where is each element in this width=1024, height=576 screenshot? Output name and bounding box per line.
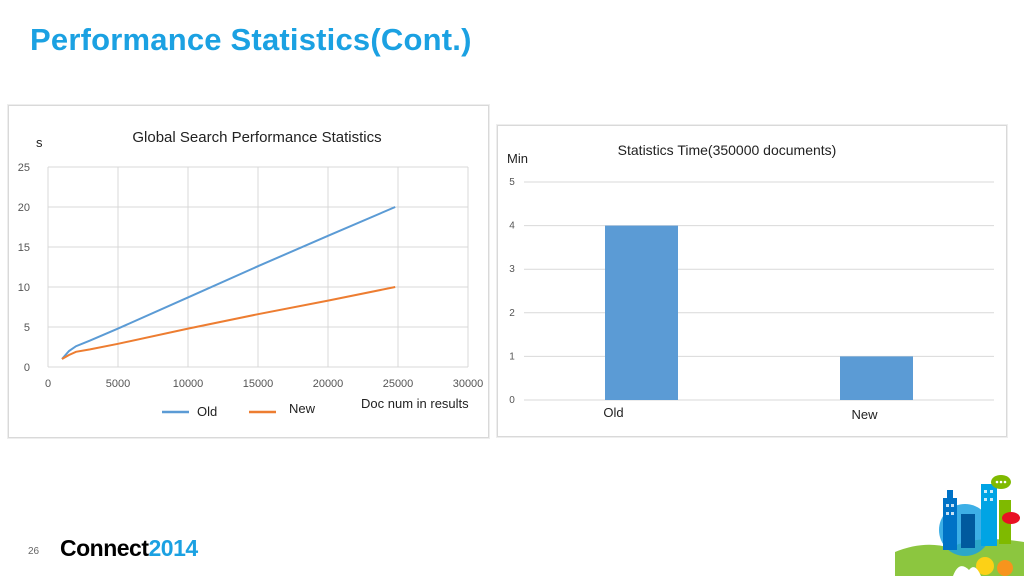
y-tick-label: 0 <box>509 395 515 406</box>
x-tick-label: 20000 <box>313 378 344 390</box>
y-tick-label: 25 <box>18 162 30 174</box>
series-line-new <box>61 286 396 360</box>
y-axis-label: Min <box>507 151 528 166</box>
x-tick-label: 10000 <box>173 378 204 390</box>
series-line-old <box>61 206 396 360</box>
x-tick-label: 5000 <box>106 378 130 390</box>
line-chart-panel: Global Search Performance Statistics s 0 5 1… <box>8 105 489 438</box>
slide-title: Performance Statistics(Cont.) <box>30 22 472 57</box>
legend-label-old: Old <box>197 404 217 419</box>
x-axis-label: Doc num in results <box>361 396 469 411</box>
bar-chart-panel: Statistics Time(350000 documents) Min 0 1 2 3… <box>497 125 1007 437</box>
y-tick-label: 20 <box>18 202 30 214</box>
y-tick-label: 5 <box>509 177 515 188</box>
y-axis-label: s <box>36 135 43 150</box>
bar-chart: Statistics Time(350000 documents) Min 0 1 2 3… <box>507 142 994 422</box>
y-tick-label: 10 <box>18 282 30 294</box>
brand-name: Connect <box>60 535 149 561</box>
bar-new <box>840 356 913 400</box>
legend-label-new: New <box>289 401 316 416</box>
page-number: 26 <box>28 546 40 557</box>
y-tick-label: 2 <box>509 308 515 319</box>
bar-old <box>605 225 678 400</box>
x-tick-label: 15000 <box>243 378 274 390</box>
y-tick-label: 5 <box>24 322 30 334</box>
line-chart: Global Search Performance Statistics s 0 5 1… <box>18 129 484 419</box>
brand-year: 2014 <box>148 535 199 561</box>
category-label-old: Old <box>603 405 623 420</box>
y-tick-label: 15 <box>18 242 30 254</box>
category-label-new: New <box>851 407 878 422</box>
x-tick-label: 25000 <box>383 378 414 390</box>
x-tick-label: 0 <box>45 378 51 390</box>
x-tick-label: 30000 <box>453 378 484 390</box>
y-tick-label: 1 <box>509 351 515 362</box>
chart-title: Statistics Time(350000 documents) <box>618 142 837 158</box>
city-illustration-icon <box>895 475 1024 576</box>
y-tick-label: 4 <box>509 221 515 232</box>
brand-logo: Connect2014 <box>60 535 198 562</box>
y-tick-label: 3 <box>509 264 515 275</box>
y-tick-label: 0 <box>24 362 30 374</box>
chart-title: Global Search Performance Statistics <box>132 129 381 146</box>
